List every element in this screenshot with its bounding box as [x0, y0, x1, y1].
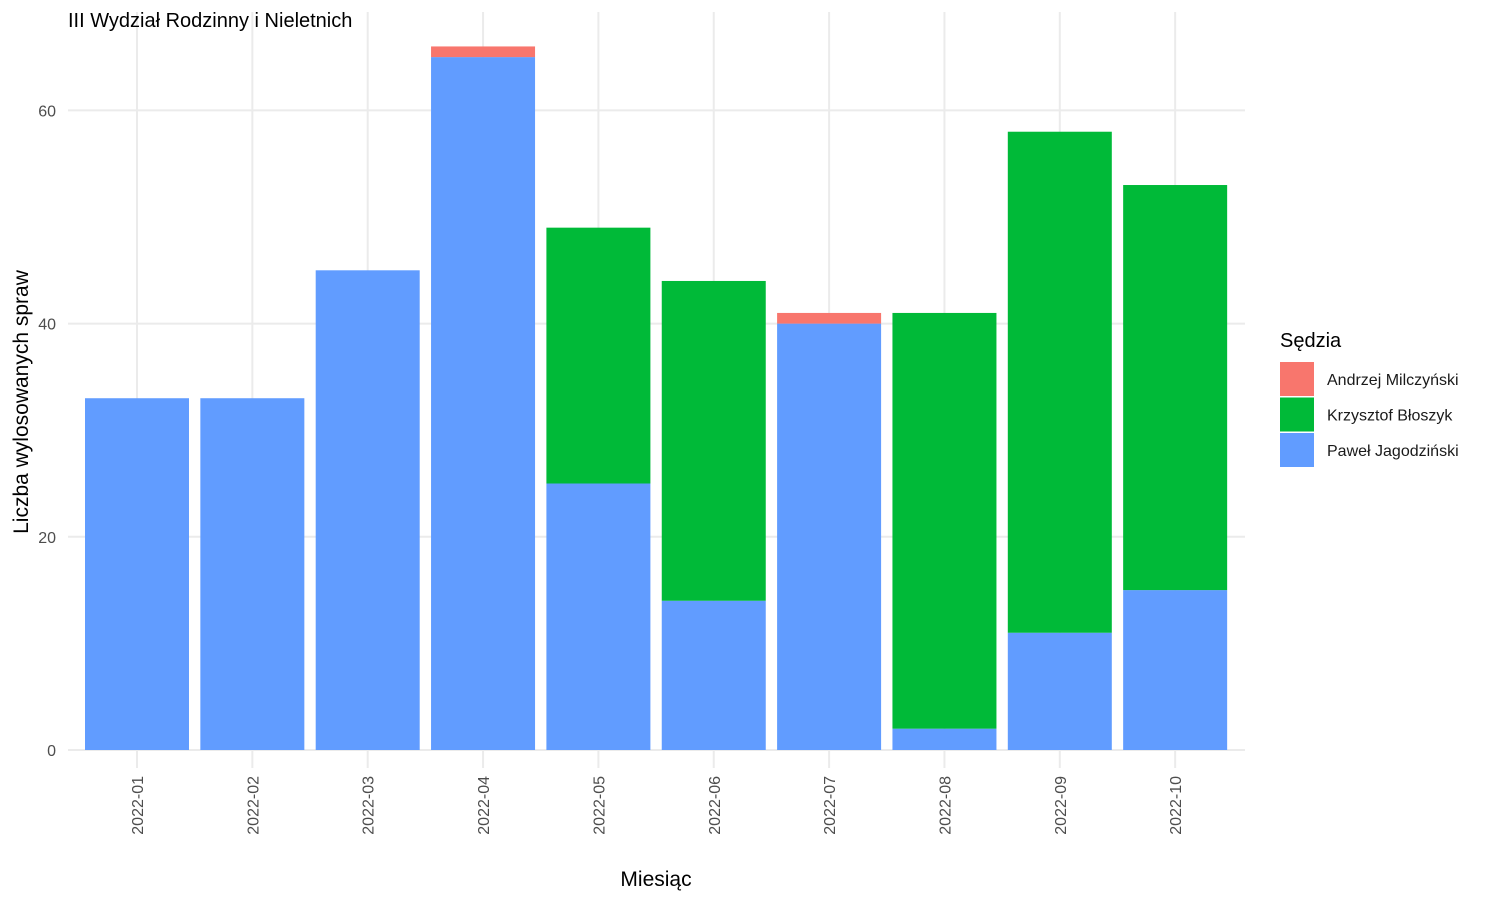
bar-segment	[1007, 632, 1112, 750]
x-tick-label: 2022-03	[361, 776, 378, 835]
bar-segment	[431, 46, 536, 58]
legend-items: Andrzej Milczyński Krzysztof Błoszyk Paweł…	[1280, 362, 1459, 467]
x-tick-label: 2022-05	[591, 776, 608, 835]
x-tick-label: 2022-06	[707, 776, 724, 835]
x-tick-label: 2022-10	[1168, 776, 1185, 835]
legend: Sędzia Andrzej Milczyński Krzysztof Błosz…	[1280, 330, 1459, 467]
bar-segment	[892, 728, 997, 750]
bar-segment	[431, 57, 536, 751]
legend-label: Paweł Jagodziński	[1327, 443, 1459, 460]
bars	[85, 46, 1228, 751]
bar-segment	[1123, 185, 1228, 591]
y-tick-label: 0	[47, 743, 56, 760]
bar-segment	[777, 312, 882, 324]
x-axis-ticks: 2022-01 2022-02 2022-03 2022-04 2022-05 2022-…	[130, 776, 1185, 835]
bar-segment	[1007, 131, 1112, 633]
bar-segment	[892, 312, 997, 729]
chart-title: III Wydział Rodzinny i Nieletnich	[68, 10, 352, 32]
bar-segment	[546, 483, 651, 750]
legend-swatch	[1280, 362, 1314, 396]
bar-segment	[85, 398, 189, 750]
y-tick-label: 20	[38, 530, 56, 547]
legend-label: Andrzej Milczyński	[1327, 372, 1459, 389]
x-tick-label: 2022-01	[130, 776, 147, 835]
bar-segment	[661, 280, 766, 601]
x-tick-label: 2022-09	[1053, 776, 1070, 835]
x-tick-label: 2022-02	[245, 776, 262, 835]
y-axis-title: Liczba wylosowanych spraw	[10, 269, 33, 534]
legend-label: Krzysztof Błoszyk	[1327, 408, 1453, 425]
bar-segment	[1123, 590, 1228, 750]
bar-segment	[777, 323, 882, 750]
bar-segment	[200, 398, 305, 750]
bar-segment	[661, 600, 766, 750]
legend-swatch	[1280, 397, 1314, 432]
y-tick-label: 40	[38, 317, 56, 334]
bar-segment	[546, 227, 651, 484]
x-axis-title: Miesiąc	[620, 868, 691, 891]
y-tick-label: 60	[38, 103, 56, 120]
x-tick-label: 2022-08	[937, 776, 954, 835]
legend-title: Sędzia	[1280, 330, 1342, 352]
x-tick-label: 2022-04	[476, 776, 493, 835]
bar-segment	[315, 270, 420, 750]
legend-swatch	[1280, 433, 1314, 467]
x-tick-label: 2022-07	[822, 776, 839, 835]
y-axis-ticks: 0 20 40 60	[38, 103, 56, 760]
